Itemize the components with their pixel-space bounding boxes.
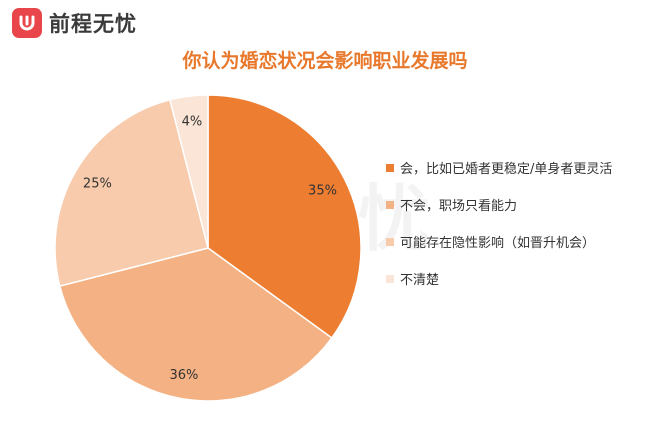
legend-item-3: 可能存在隐性影响（如晋升机会） — [386, 232, 612, 251]
pie-slice-2 — [58, 247, 333, 402]
slice-label-2: 36% — [169, 368, 198, 383]
legend-item-4: 不清楚 — [386, 269, 612, 288]
pie-slice-4 — [169, 94, 209, 249]
slice-label-4: 4% — [182, 114, 203, 129]
chart-title: 你认为婚恋状况会影响职业发展吗 — [182, 50, 468, 72]
legend-item-1: 会，比如已婚者更稳定/单身者更灵活 — [386, 158, 612, 177]
brand-name: 前程无忧 — [49, 12, 137, 36]
slice-label-1: 35% — [308, 184, 337, 199]
pie-slice-1 — [207, 94, 362, 339]
legend-label: 不会，职场只看能力 — [400, 199, 518, 214]
legend-swatch — [386, 200, 394, 209]
brand-logo: 前程无忧 — [12, 8, 137, 38]
legend-label: 不清楚 — [400, 273, 440, 288]
legend-label: 会，比如已婚者更稳定/单身者更灵活 — [400, 162, 613, 177]
legend-item-2: 不会，职场只看能力 — [386, 195, 612, 214]
legend-label: 可能存在隐性影响（如晋升机会） — [400, 236, 596, 251]
legend-swatch — [386, 274, 394, 283]
legend-swatch — [386, 163, 394, 172]
chart-legend: 会，比如已婚者更稳定/单身者更灵活 不会，职场只看能力可能存在隐性影响（如晋升机会… — [386, 158, 612, 288]
legend-swatch — [386, 237, 394, 246]
slice-label-3: 25% — [83, 177, 112, 192]
logo-icon — [12, 8, 42, 38]
pie-slice-3 — [54, 98, 209, 287]
